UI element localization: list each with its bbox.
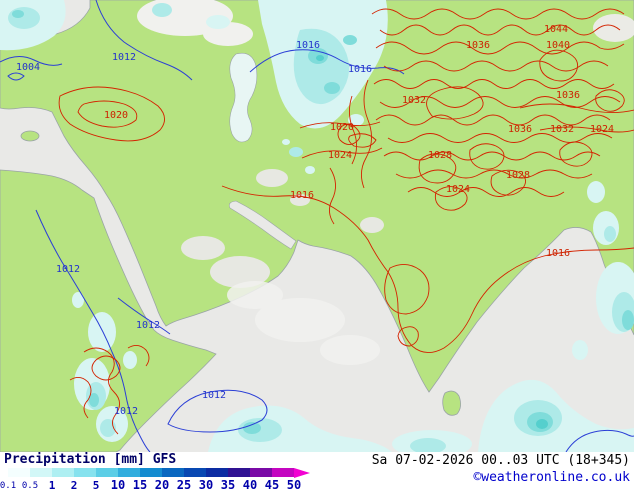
scale-segment (74, 468, 96, 477)
precip-scale: 0.1 0.5 1 2 5 10 15 20 25 30 35 40 45 50 (0, 468, 310, 490)
scale-segment (250, 468, 272, 477)
scale-value: 10 (110, 478, 126, 490)
scale-values: 0.1 0.5 1 2 5 10 15 20 25 30 35 40 45 50 (0, 478, 310, 490)
scale-value: 40 (242, 478, 258, 490)
sri-lanka-island (442, 390, 461, 416)
scale-arrow (294, 468, 310, 478)
scale-segment (162, 468, 184, 477)
scale-segment (228, 468, 250, 477)
scale-value: 45 (264, 478, 280, 490)
africa-landmass (0, 169, 217, 452)
scale-segment (8, 468, 30, 477)
scale-value: 2 (70, 479, 78, 490)
datetime-label: Sa 07-02-2026 00..03 UTC (18+345) (371, 453, 630, 468)
copyright-link[interactable]: ©weatheronline.co.uk (473, 470, 630, 485)
dry-patch-layer (137, 0, 634, 288)
scale-segment (206, 468, 228, 477)
scale-value: 15 (132, 478, 148, 490)
map-area: 1004 1012 1016 1016 1012 1012 1012 1012 1020 1020… (0, 0, 634, 452)
scale-segment (52, 468, 74, 477)
cyprus-island (20, 130, 40, 142)
scale-value: 5 (92, 479, 100, 490)
cloud-layer (227, 281, 380, 365)
scale-segment (272, 468, 294, 477)
scale-value: 0.1 (0, 481, 17, 490)
scale-value: 1 (48, 479, 56, 490)
scale-segment (118, 468, 140, 477)
legend-bar: Precipitation [mm] GFS 0.1 0.5 1 2 5 10 15 20 25… (0, 452, 634, 490)
scale-colors (8, 468, 310, 478)
scale-value: 30 (198, 478, 214, 490)
scale-value: 20 (154, 478, 170, 490)
scale-value: 35 (220, 478, 236, 490)
caspian-sea (229, 52, 258, 143)
scale-value: 25 (176, 478, 192, 490)
precipitation-layer (0, 0, 634, 452)
legend-title: Precipitation [mm] GFS (4, 452, 177, 467)
weather-map (0, 0, 634, 452)
isobar-red-layer (58, 8, 634, 435)
scale-segment (96, 468, 118, 477)
scale-segment (30, 468, 52, 477)
persian-gulf (228, 200, 297, 250)
scale-value: 50 (286, 478, 302, 490)
scale-segment (184, 468, 206, 477)
scale-value: 0.5 (21, 481, 39, 490)
scale-segment (140, 468, 162, 477)
